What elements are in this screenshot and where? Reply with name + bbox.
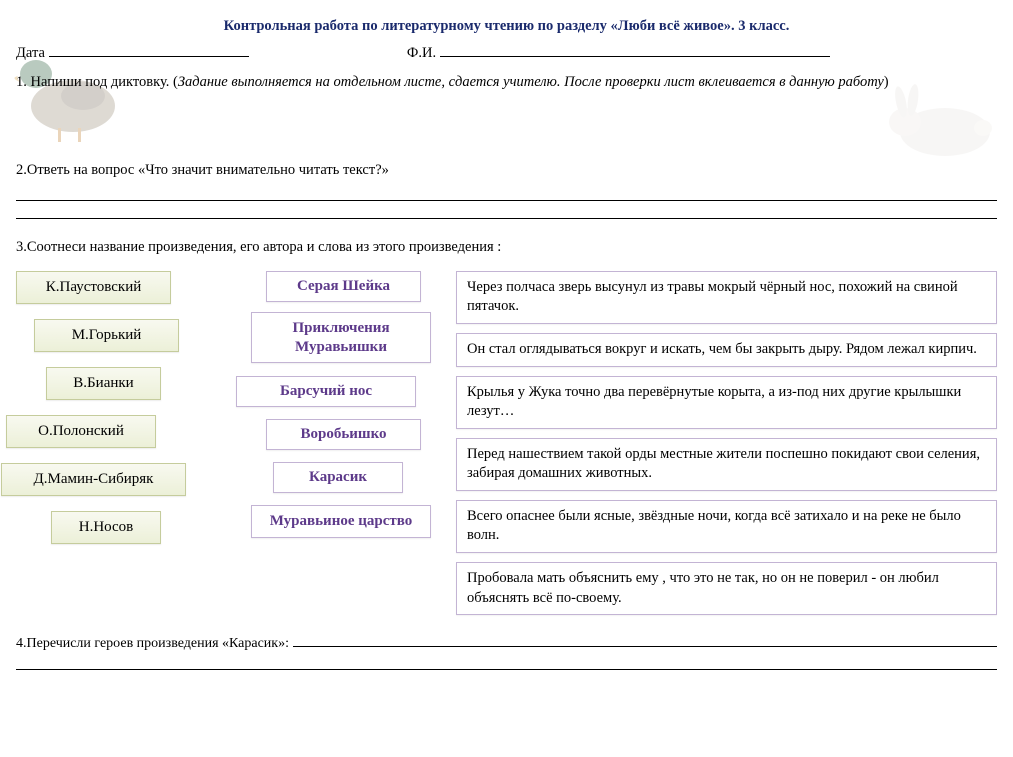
authors-column: К.Паустовский М.Горький В.Бианки О.Полон… [16, 271, 191, 544]
question-1-note: Задание выполняется на отдельном листе, … [178, 74, 884, 90]
quote-box[interactable]: Всего опаснее были ясные, звёздные ночи,… [456, 500, 997, 553]
title-box[interactable]: Карасик [273, 462, 403, 493]
title-box[interactable]: Муравьиное царство [251, 505, 431, 538]
question-2: 2.Ответь на вопрос «Что значит вниматель… [16, 160, 997, 180]
answer-line-2[interactable] [16, 203, 997, 219]
quote-box[interactable]: Пробовала мать объяснить ему , что это н… [456, 562, 997, 615]
author-box[interactable]: В.Бианки [46, 367, 161, 400]
title-box[interactable]: Приключения Муравьишки [251, 312, 431, 364]
answer-line-1[interactable] [16, 185, 997, 201]
quote-box[interactable]: Он стал оглядываться вокруг и искать, че… [456, 333, 997, 367]
q4-blank-line[interactable] [16, 654, 997, 670]
q4-blank-inline[interactable] [293, 631, 997, 647]
title-box[interactable]: Воробьишко [266, 419, 421, 450]
matching-exercise: К.Паустовский М.Горький В.Бианки О.Полон… [16, 271, 997, 615]
question-1: 1. Напиши под диктовку. (Задание выполня… [16, 72, 997, 92]
title-box[interactable]: Барсучий нос [236, 376, 416, 407]
date-label: Дата [16, 45, 45, 62]
titles-column: Серая Шейка Приключения Муравьишки Барсу… [251, 271, 426, 538]
question-3: 3.Соотнеси название произведения, его ав… [16, 237, 997, 257]
question-1-prefix: 1. Напиши под диктовку. ( [16, 74, 178, 90]
author-box[interactable]: О.Полонский [6, 415, 156, 448]
quotes-column: Через полчаса зверь высунул из травы мок… [456, 271, 997, 615]
header-fields: Дата Ф.И. [16, 41, 997, 62]
author-box[interactable]: М.Горький [34, 319, 179, 352]
author-box[interactable]: Д.Мамин-Сибиряк [1, 463, 186, 496]
question-4: 4.Перечисли героев произведения «Карасик… [16, 631, 997, 670]
quote-box[interactable]: Крылья у Жука точно два перевёрнутые кор… [456, 376, 997, 429]
name-blank[interactable] [440, 41, 830, 57]
question-1-suffix: ) [884, 74, 889, 90]
author-box[interactable]: К.Паустовский [16, 271, 171, 304]
question-4-text: 4.Перечисли героев произведения «Карасик… [16, 636, 289, 652]
name-label: Ф.И. [407, 45, 436, 62]
quote-box[interactable]: Перед нашествием такой орды местные жите… [456, 438, 997, 491]
quote-box[interactable]: Через полчаса зверь высунул из травы мок… [456, 271, 997, 324]
page-title: Контрольная работа по литературному чтен… [16, 18, 997, 35]
title-box[interactable]: Серая Шейка [266, 271, 421, 302]
date-blank[interactable] [49, 41, 249, 57]
author-box[interactable]: Н.Носов [51, 511, 161, 544]
